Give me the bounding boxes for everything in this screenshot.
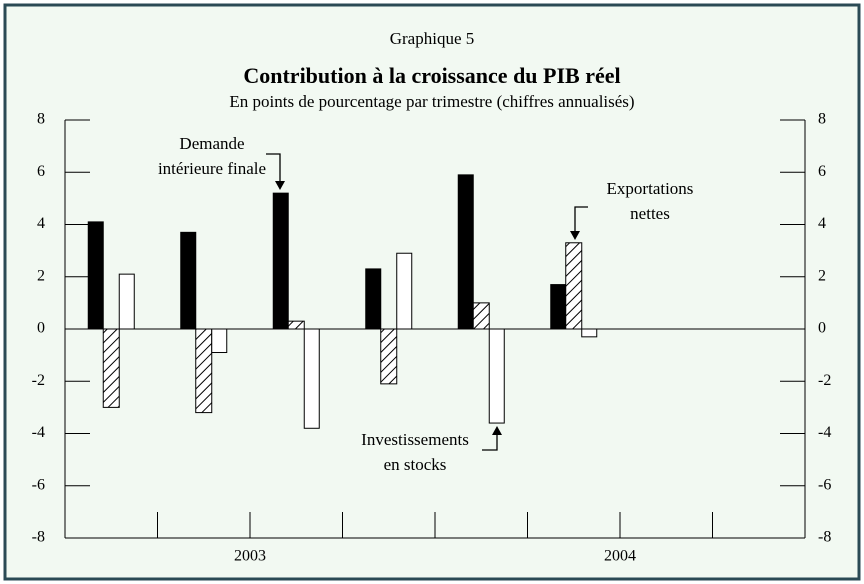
- arrow: [574, 206, 588, 232]
- bar: [303, 328, 320, 429]
- y2-tick-label: 2: [818, 267, 826, 284]
- arrow: [482, 434, 498, 451]
- year-label: 2004: [604, 548, 636, 565]
- bar: [87, 221, 104, 330]
- series-label: Exportations: [607, 179, 694, 198]
- bar: [396, 252, 413, 330]
- y2-tick-label: 6: [818, 163, 826, 180]
- series-label: Investissements: [361, 430, 469, 449]
- y2-tick-label: 8: [818, 111, 826, 128]
- y2-tick-label: -8: [818, 529, 831, 546]
- bar: [211, 328, 228, 354]
- kicker: Graphique 5: [390, 29, 475, 48]
- y-tick-label: 4: [37, 215, 45, 232]
- frame: [3, 3, 861, 581]
- arrow: [266, 153, 281, 182]
- y-tick-label: -2: [32, 372, 45, 389]
- bar: [565, 242, 583, 330]
- series-label: en stocks: [384, 455, 447, 474]
- bar: [118, 273, 135, 330]
- y2-tick-label: -2: [818, 372, 831, 389]
- y-tick-label: 0: [37, 320, 45, 337]
- series-label: nettes: [630, 204, 670, 223]
- y-tick-label: 6: [37, 163, 45, 180]
- bar: [457, 174, 474, 330]
- series-label: Demande: [179, 134, 244, 153]
- bar: [472, 302, 490, 330]
- chart-title: Contribution à la croissance du PIB réel: [243, 63, 620, 88]
- series-label: intérieure finale: [158, 159, 266, 178]
- arrowhead: [275, 181, 285, 190]
- arrows: [266, 153, 588, 451]
- bar: [102, 328, 120, 408]
- arrowhead: [570, 231, 580, 240]
- y2-tick-label: 0: [818, 320, 826, 337]
- year-label: 2003: [234, 548, 266, 565]
- y-tick-label: -8: [32, 529, 45, 546]
- bar: [365, 268, 382, 330]
- y-tick-label: 8: [37, 111, 45, 128]
- y2-tick-label: -4: [818, 424, 831, 441]
- subtitle: En points de pourcentage par trimestre (…: [229, 92, 634, 111]
- bar: [581, 328, 598, 338]
- y-tick-label: -6: [32, 476, 45, 493]
- bar: [180, 231, 197, 330]
- arrowhead: [492, 426, 502, 435]
- bar: [272, 192, 289, 330]
- bar: [380, 328, 398, 385]
- bar: [287, 320, 305, 330]
- y-tick-label: -4: [32, 424, 45, 441]
- y2-tick-label: -6: [818, 476, 831, 493]
- bar: [550, 284, 567, 330]
- bar: [488, 328, 505, 424]
- bar: [195, 328, 213, 414]
- arrowheads: [275, 181, 580, 435]
- y-tick-label: 2: [37, 267, 45, 284]
- y2-tick-label: 4: [818, 215, 826, 232]
